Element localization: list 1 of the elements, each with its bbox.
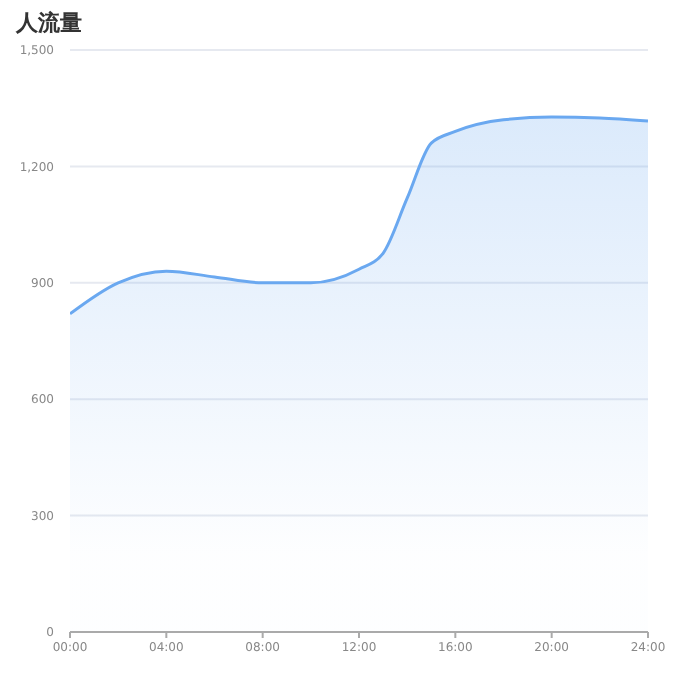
chart-title: 人流量 xyxy=(16,8,82,38)
